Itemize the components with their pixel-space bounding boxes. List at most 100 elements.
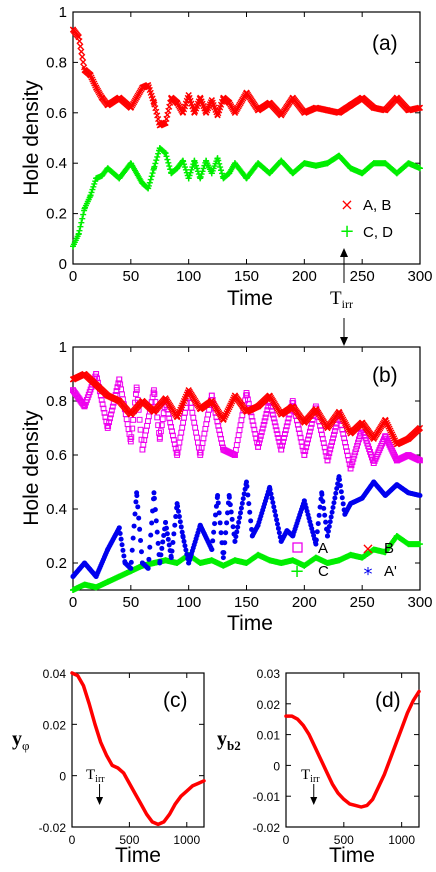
data-point-trail <box>127 565 133 571</box>
data-point-trail <box>314 529 320 535</box>
data-point-trail <box>322 512 328 518</box>
data-point-trail <box>301 452 308 458</box>
y-tick-label: 0.2 <box>46 206 67 223</box>
data-point-trail <box>223 530 229 536</box>
data-point-trail <box>128 434 135 441</box>
data-point-trail <box>159 545 165 551</box>
data-point-trail <box>171 531 177 537</box>
data-point-trail <box>129 547 135 553</box>
data-point-trail <box>224 520 230 526</box>
data-point-trail <box>81 207 88 214</box>
data-point-trail <box>234 529 240 535</box>
y-tick-label: 0.8 <box>46 393 67 410</box>
data-point-trail <box>228 509 234 515</box>
tirr-arrowhead-down <box>340 337 348 346</box>
x-tick-label: 0 <box>69 833 76 847</box>
data-point-trail <box>307 424 314 431</box>
data-point-trail <box>209 547 215 552</box>
data-point-trail <box>107 415 113 422</box>
data-point-trail <box>233 534 239 540</box>
panel-a: 0 50 100 150 200 250 300 0 0.2 0.4 0.6 0.8 1 (a) Tim… <box>20 4 433 310</box>
data-point-trail <box>153 518 159 524</box>
data-point-trail <box>181 164 188 171</box>
data-point-trail <box>179 424 186 431</box>
panel-a-xlabel: Time <box>227 287 273 310</box>
data-point-trail <box>158 552 164 558</box>
legend-marker-aprime: * <box>364 564 373 585</box>
data-point-trail <box>137 526 143 532</box>
data-point-trail <box>348 462 355 469</box>
y-tick-label: 0.2 <box>46 555 67 572</box>
data-point-trail <box>120 547 126 553</box>
data-point-trail <box>79 215 86 222</box>
data-point-trail <box>325 453 332 460</box>
data-point-trail <box>302 448 309 455</box>
data-point-trail <box>180 158 187 165</box>
data-point-trail <box>124 421 131 428</box>
data-point-trail <box>313 537 319 543</box>
data-point-trail <box>163 525 169 531</box>
data-point-trail <box>257 436 263 443</box>
y-tick-label: 0.02 <box>43 718 67 732</box>
data-point-trail <box>234 437 241 443</box>
data-point-trail <box>148 173 155 180</box>
data-point-trail <box>197 173 204 180</box>
data-point-trail <box>326 450 333 456</box>
data-point-trail <box>181 414 187 421</box>
data-point-trail <box>192 424 199 431</box>
x-tick-label: 150 <box>234 268 259 285</box>
data-point-trail <box>145 413 152 420</box>
data-point-trail <box>173 514 179 520</box>
data-point-trail <box>339 495 345 501</box>
data-point-trail <box>262 414 269 421</box>
data-point-trail <box>170 539 176 545</box>
data-point-trail <box>150 389 157 396</box>
data-point-trail <box>187 169 194 176</box>
data-point-trail <box>200 435 207 442</box>
data-point-trail <box>248 518 254 524</box>
data-point-trail <box>213 512 219 518</box>
y-tick-label: 0.6 <box>46 105 67 122</box>
y-tick-label: 0 <box>273 759 280 773</box>
data-point-trail <box>133 391 139 397</box>
data-point-trail <box>321 505 327 511</box>
data-point-trail <box>216 160 223 167</box>
data-point-trail <box>347 465 354 472</box>
data-point-trail <box>158 422 165 429</box>
data-point-trail <box>182 166 189 173</box>
data-point-trail <box>416 492 422 498</box>
data-point-trail <box>154 414 161 421</box>
data-point-trail <box>329 509 335 515</box>
panel-b-marks <box>69 370 424 593</box>
y-tick-label: -0.02 <box>39 821 67 835</box>
data-point-trail <box>183 547 189 553</box>
data-point-trail <box>178 429 185 436</box>
x-tick-label: 0 <box>69 268 77 285</box>
data-point-trail <box>272 508 278 514</box>
data-point-trail <box>332 495 338 501</box>
data-point-trail <box>188 166 195 173</box>
data-point-trail <box>140 441 147 448</box>
data-point-trail <box>133 499 139 505</box>
x-tick-label: 0 <box>283 833 290 847</box>
data-point-trail <box>127 436 134 442</box>
data-point-trail <box>149 170 156 177</box>
data-point-trail <box>151 391 158 397</box>
data-point-trail <box>79 53 86 60</box>
data-point-trail <box>216 510 222 516</box>
data-point-trail <box>280 438 286 445</box>
data-point-trail <box>274 431 281 437</box>
data-point-trail <box>129 425 136 432</box>
data-point-trail <box>215 157 222 164</box>
data-point-trail <box>200 165 207 172</box>
data-point-trail <box>136 416 143 423</box>
data-point-trail <box>246 501 252 507</box>
panel-d-ylabel: yb2 <box>217 728 241 753</box>
data-point-trail <box>121 553 127 559</box>
y-tick-label: -0.01 <box>253 790 281 804</box>
data-point-trail <box>218 167 225 174</box>
data-point-trail <box>247 509 253 515</box>
panel-d-xlabel: Time <box>329 844 375 867</box>
data-point-trail <box>205 411 211 418</box>
